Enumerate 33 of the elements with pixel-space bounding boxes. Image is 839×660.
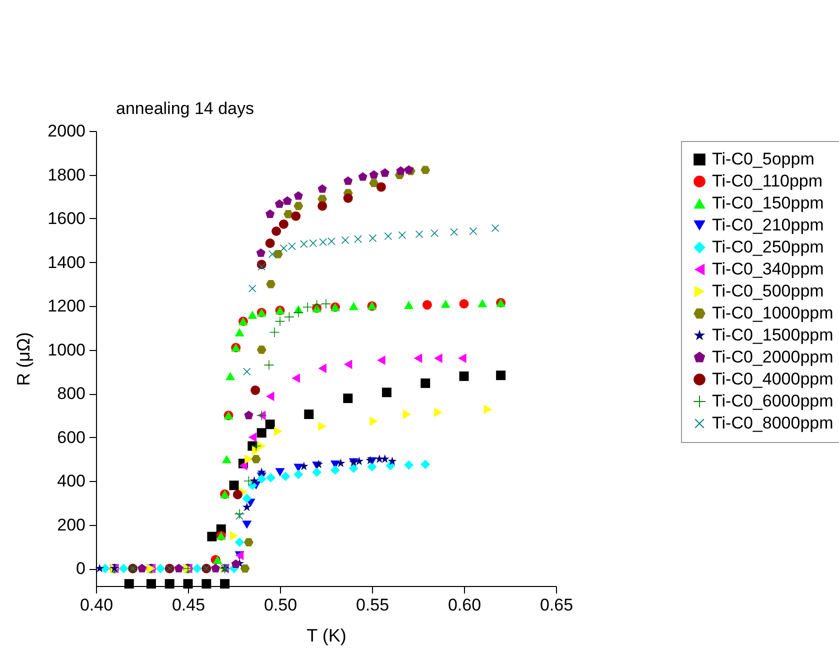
legend-label: Ti-C0_6000ppm: [712, 392, 834, 410]
x-tick-label: 0.60: [448, 596, 482, 614]
legend-label: Ti-C0_8000ppm: [712, 414, 834, 432]
y-tick-label: 800: [57, 384, 86, 403]
legend-label: Ti-C0_150ppm: [712, 194, 824, 212]
y-tick-label: 1800: [48, 165, 86, 184]
x-tick-label: 0.65: [540, 596, 574, 614]
y-tick-label: 1200: [48, 296, 86, 316]
y-tick-label: 1000: [48, 340, 86, 360]
legend-label: Ti-C0_1500ppm: [712, 326, 834, 344]
y-tick-label: 0: [76, 559, 86, 578]
x-tick-label: 0.45: [172, 596, 206, 614]
y-tick-label: 200: [57, 515, 86, 534]
x-tick-label: 0.50: [264, 596, 298, 614]
y-tick-label: 2000: [48, 122, 86, 140]
legend-label: Ti-C0_500ppm: [712, 282, 824, 300]
legend-label: Ti-C0_2000ppm: [712, 348, 834, 366]
y-tick-label: 1400: [48, 252, 86, 272]
legend-label: Ti-C0_210ppm: [712, 216, 824, 234]
legend-label: Ti-C0_250ppm: [712, 238, 824, 256]
legend-label: Ti-C0_110ppm: [712, 172, 823, 190]
legend-label: Ti-C0_340ppm: [712, 260, 824, 278]
y-tick-label: 600: [57, 428, 86, 447]
x-tick-label: 0.55: [356, 596, 390, 614]
y-tick-label: 1600: [48, 209, 86, 228]
y-axis-title: R (μΩ): [14, 332, 34, 386]
x-tick-label: 0.40: [80, 596, 114, 614]
x-axis-title: T (K): [306, 626, 346, 646]
legend-label: Ti-C0_5oppm: [712, 150, 814, 168]
legend-label: Ti-C0_1000ppm: [712, 304, 834, 322]
legend-label: Ti-C0_4000ppm: [712, 370, 834, 388]
y-tick-label: 400: [57, 472, 86, 490]
text: annealing 14 days: [116, 99, 254, 118]
